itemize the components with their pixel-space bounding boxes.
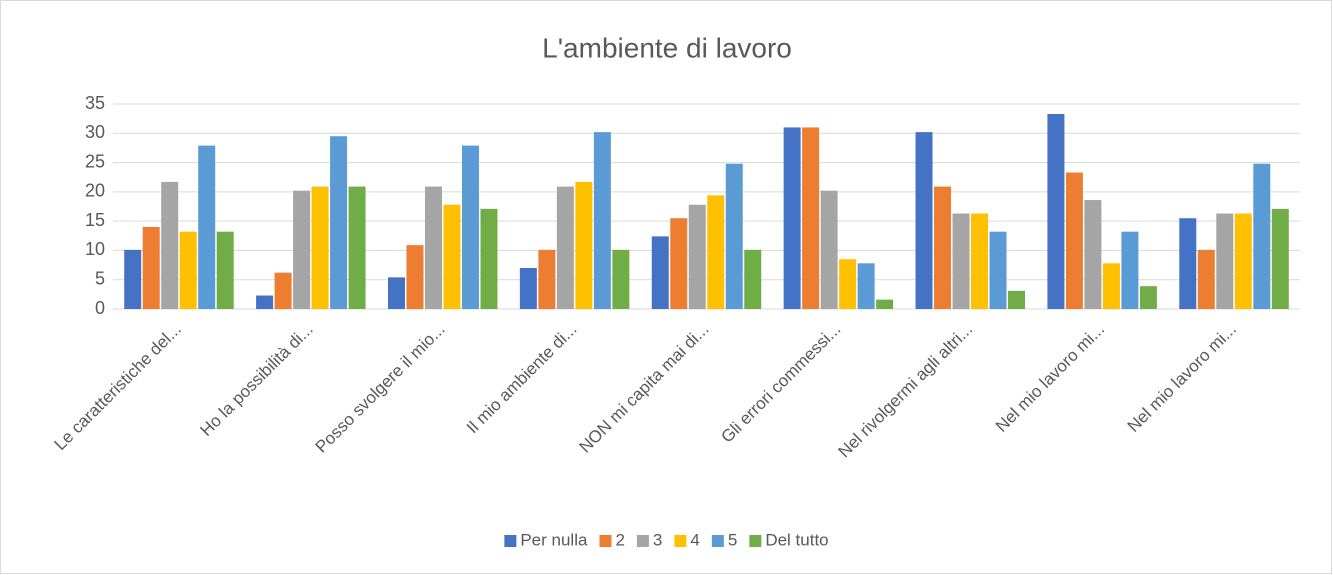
bar <box>876 299 894 309</box>
bar <box>1008 290 1026 309</box>
bar <box>651 236 669 309</box>
bar <box>1179 218 1197 309</box>
legend-swatch <box>636 535 649 547</box>
bar <box>915 132 933 309</box>
bar <box>1084 200 1102 309</box>
bar <box>124 249 142 309</box>
bar <box>556 186 574 309</box>
legend-swatch <box>711 535 724 547</box>
bar <box>461 145 479 309</box>
bar <box>802 127 820 309</box>
chart-title: L'ambiente di lavoro <box>542 32 792 63</box>
bar <box>1271 208 1289 309</box>
bar <box>387 277 405 309</box>
bar <box>989 231 1007 309</box>
bar <box>575 181 593 309</box>
bar <box>179 231 197 309</box>
bar <box>1234 213 1252 309</box>
bar <box>952 213 970 309</box>
bar <box>1253 163 1271 309</box>
legend-label: Del tutto <box>765 530 828 549</box>
legend-swatch <box>749 535 762 547</box>
bar <box>330 136 348 309</box>
bar <box>593 132 611 309</box>
bar <box>1102 263 1120 309</box>
bar <box>480 208 498 309</box>
legend-swatch <box>504 535 517 547</box>
y-tick-label: 10 <box>85 239 105 259</box>
y-tick-label: 0 <box>95 298 105 318</box>
bar <box>519 268 537 309</box>
bar <box>348 186 366 309</box>
bar <box>424 186 442 309</box>
bar <box>293 190 311 309</box>
bar <box>857 263 875 309</box>
bar <box>725 163 743 309</box>
bar <box>612 249 630 309</box>
bar <box>443 204 461 309</box>
bar <box>1121 231 1139 309</box>
bar <box>161 181 179 309</box>
y-tick-label: 30 <box>85 122 105 142</box>
bar <box>274 272 292 309</box>
legend-swatch <box>674 535 687 547</box>
y-tick-label: 25 <box>85 151 105 171</box>
legend-label: 3 <box>653 530 662 549</box>
bar <box>311 186 329 309</box>
bar <box>256 295 274 309</box>
bar <box>538 249 556 309</box>
legend-label: 5 <box>728 530 737 549</box>
bar <box>783 127 801 309</box>
bar <box>1139 286 1157 309</box>
bar <box>934 186 952 309</box>
bar <box>1065 172 1083 309</box>
bar <box>1197 249 1215 309</box>
y-tick-label: 20 <box>85 181 105 201</box>
bar <box>670 218 688 309</box>
y-tick-label: 15 <box>85 210 105 230</box>
bar <box>839 259 857 309</box>
y-tick-label: 35 <box>85 93 105 113</box>
bar <box>707 195 725 309</box>
bar <box>1216 213 1234 309</box>
bar <box>744 249 762 309</box>
bar <box>198 145 216 309</box>
legend-label: 4 <box>690 530 699 549</box>
legend-swatch <box>599 535 612 547</box>
bar <box>406 245 424 309</box>
bar <box>216 231 234 309</box>
y-tick-label: 5 <box>95 268 105 288</box>
bar <box>142 227 160 309</box>
bar <box>971 213 989 309</box>
bar <box>688 204 706 309</box>
bar <box>820 190 838 309</box>
legend-label: Per nulla <box>520 530 588 549</box>
bar <box>1047 113 1065 309</box>
legend-label: 2 <box>615 530 624 549</box>
